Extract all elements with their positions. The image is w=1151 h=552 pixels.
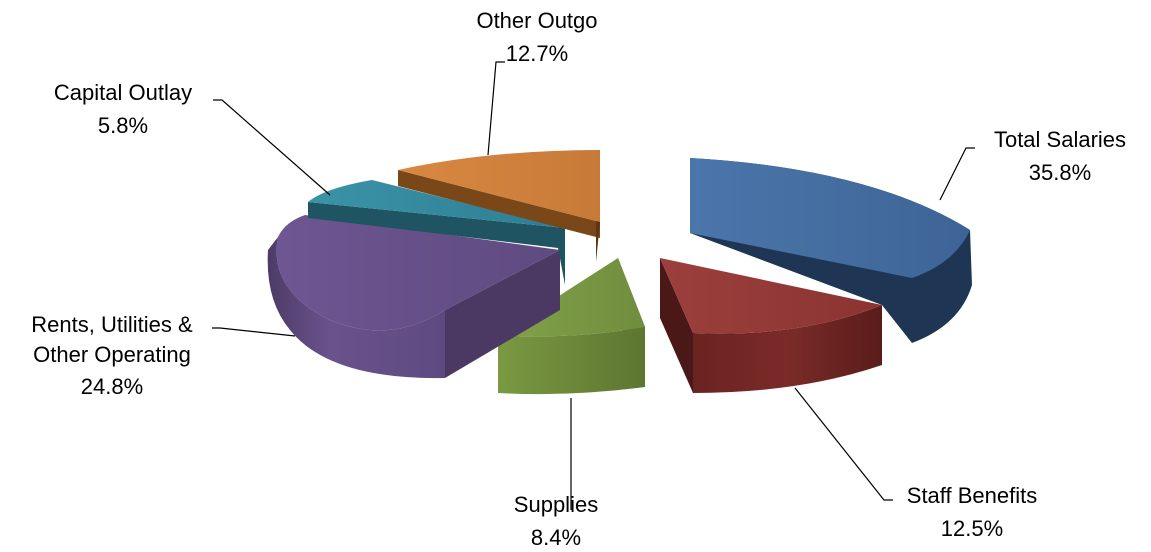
slice-staff-benefits <box>660 258 882 393</box>
slice-total-salaries-top <box>690 158 970 278</box>
label-capital-outlay-value: 5.8% <box>98 113 148 138</box>
slice-rents-top <box>276 215 560 331</box>
slice-labels: Total Salaries 35.8% Staff Benefits 12.5… <box>31 8 1126 550</box>
slice-supplies-front <box>498 327 645 395</box>
label-rents-name-line2: Other Operating <box>33 342 191 367</box>
label-supplies-name: Supplies <box>514 492 598 517</box>
slice-other-outgo <box>398 150 600 262</box>
slice-rents-utilities <box>267 215 560 379</box>
label-staff-benefits-value: 12.5% <box>941 516 1003 541</box>
slice-staff-benefits-top <box>660 258 882 334</box>
slice-capital-outlay-side <box>308 202 565 285</box>
label-supplies-value: 8.4% <box>531 525 581 550</box>
slice-staff-benefits-front <box>693 305 882 393</box>
slice-rents-right <box>445 250 560 378</box>
label-rents-name-line1: Rents, Utilities & <box>31 312 193 337</box>
slice-capital-outlay-top <box>308 180 565 228</box>
slice-other-outgo-side <box>398 170 600 238</box>
leader-line-rents <box>212 327 296 337</box>
leader-line-staff-benefits <box>794 387 893 501</box>
label-total-salaries-name: Total Salaries <box>994 127 1126 152</box>
slice-capital-outlay <box>308 180 565 285</box>
label-other-outgo-value: 12.7% <box>506 41 568 66</box>
label-rents-value: 24.8% <box>81 374 143 399</box>
label-other-outgo-name: Other Outgo <box>476 8 597 33</box>
slice-total-salaries <box>690 158 972 343</box>
slice-staff-benefits-side <box>660 258 693 393</box>
label-capital-outlay-name: Capital Outlay <box>54 80 192 105</box>
label-total-salaries-value: 35.8% <box>1029 160 1091 185</box>
slice-other-outgo-top <box>398 150 600 222</box>
leader-line-total-salaries <box>939 147 975 201</box>
leader-line-other-outgo <box>487 61 505 156</box>
label-staff-benefits-name: Staff Benefits <box>907 483 1037 508</box>
leader-lines <box>212 61 975 510</box>
leader-line-capital-outlay <box>213 99 331 196</box>
slice-rents-front <box>267 237 445 379</box>
